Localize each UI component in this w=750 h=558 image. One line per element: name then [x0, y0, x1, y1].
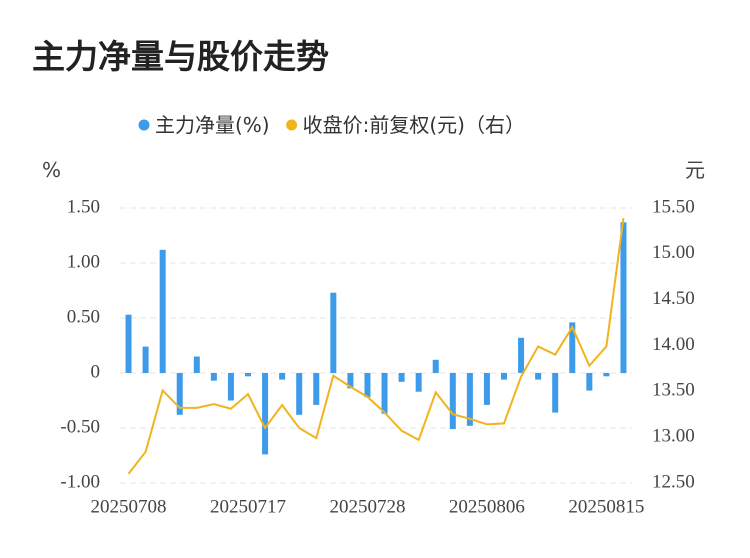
legend-label: 收盘价:前复权(元)（右） — [303, 113, 525, 137]
y2-tick-label: 15.50 — [652, 196, 695, 217]
bar — [586, 373, 593, 391]
bar — [262, 373, 269, 455]
bar — [245, 373, 251, 377]
bar — [313, 373, 320, 405]
y2-tick-label: 12.50 — [652, 471, 695, 492]
y2-tick-label: 15.00 — [652, 242, 695, 263]
bar — [432, 359, 439, 373]
y-tick-label: -1.00 — [60, 471, 100, 492]
legend-marker — [138, 119, 150, 131]
bar — [415, 373, 422, 392]
bar — [176, 373, 183, 415]
bar — [483, 373, 490, 405]
bar — [347, 373, 354, 389]
bar — [535, 373, 542, 380]
bar — [330, 292, 337, 373]
y2-tick-label: 14.50 — [652, 288, 695, 309]
bar — [159, 249, 166, 373]
bar — [227, 373, 234, 401]
bar — [142, 346, 149, 373]
bar — [466, 373, 473, 426]
bar — [364, 373, 371, 398]
bar — [381, 373, 388, 414]
y2-unit: 元 — [685, 158, 705, 182]
x-tick-label: 20250806 — [449, 496, 525, 517]
legend-marker — [286, 119, 298, 131]
y2-tick-label: 13.50 — [652, 380, 695, 401]
y2-tick-label: 13.00 — [652, 426, 695, 447]
y-tick-label: 1.00 — [67, 251, 100, 272]
y-tick-label: -0.50 — [60, 416, 100, 437]
y-unit: % — [42, 158, 61, 182]
bar — [193, 356, 200, 373]
bar — [501, 373, 507, 380]
chart-title: 主力净量与股价走势 — [32, 37, 329, 76]
bar — [398, 373, 405, 382]
x-tick-label: 20250708 — [91, 496, 167, 517]
bar — [296, 373, 303, 415]
bar — [518, 337, 525, 373]
x-tick-label: 20250717 — [210, 496, 286, 517]
x-tick-label: 20250728 — [329, 496, 405, 517]
bar — [279, 373, 286, 380]
bar — [210, 373, 217, 381]
y-tick-label: 1.50 — [67, 196, 100, 217]
y-tick-label: 0 — [91, 361, 101, 382]
bar — [449, 373, 456, 430]
bar — [552, 373, 559, 413]
price-line — [127, 217, 625, 475]
bar — [125, 314, 132, 373]
legend-label: 主力净量(%) — [155, 113, 270, 137]
bar — [569, 322, 576, 373]
bar — [603, 373, 610, 377]
y2-tick-label: 14.00 — [652, 334, 695, 355]
y-tick-label: 0.50 — [67, 306, 100, 327]
bar — [620, 222, 627, 373]
x-tick-label: 20250815 — [568, 496, 644, 517]
